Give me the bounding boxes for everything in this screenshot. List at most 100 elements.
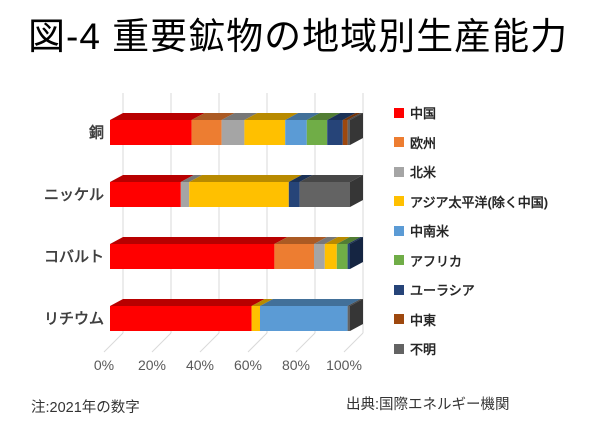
axis-tick-label: 80% (282, 357, 310, 373)
legend-swatch-icon (394, 284, 404, 295)
gridline-floor (151, 332, 172, 353)
chart-title: 図-4 重要鉱物の地域別生産能力 (28, 16, 569, 57)
gridline-floor (295, 332, 316, 353)
bar-segment-top (299, 175, 363, 182)
bar-segment-top (314, 237, 338, 244)
legend-item: 不明 (394, 334, 548, 364)
legend-label: アジア太平洋(除く中国) (410, 194, 549, 210)
bar-segment-top (110, 113, 205, 120)
bar-segment (342, 120, 348, 145)
legend-label: 不明 (410, 342, 437, 358)
axis-tick-label: 0% (94, 357, 114, 373)
axis-tick-label: 100% (326, 357, 362, 373)
legend-item: 中南米 (394, 216, 548, 246)
bar-end-side (350, 175, 363, 207)
legend-swatch-icon (394, 314, 404, 325)
bar-segment (347, 306, 350, 331)
bar-segment-top (260, 299, 361, 306)
gridline-floor (247, 332, 268, 353)
bar-segment-top (110, 175, 194, 182)
bar-segment-top (274, 237, 327, 244)
legend-item: 北米 (394, 157, 548, 187)
bar-segment-top (221, 113, 258, 120)
bar-segment (327, 120, 343, 145)
bar-segment-top (327, 113, 356, 120)
bar-segment-top (110, 237, 288, 244)
legend-swatch-icon (394, 225, 404, 236)
category-label: ニッケル (44, 187, 104, 204)
bar-segment (306, 120, 328, 145)
legend-label: 北米 (410, 165, 437, 181)
axis-tick-label: 40% (186, 357, 214, 373)
note-source: 出典:国際エネルギー機関 (346, 397, 510, 413)
gridline-floor (343, 332, 364, 353)
bar-segment (285, 120, 307, 145)
bar-segment-top (180, 175, 203, 182)
bar-segment (324, 244, 337, 269)
gridline-floor (199, 332, 220, 353)
bar-segment-top (244, 113, 299, 120)
legend-item: 中国 (394, 98, 548, 128)
bar-segment (260, 306, 348, 331)
bar-segment (189, 182, 289, 207)
bar-segment-top (347, 299, 363, 306)
axis-tick-label: 20% (138, 357, 166, 373)
legend-item: アジア太平洋(除く中国) (394, 187, 548, 217)
legend-swatch-icon (394, 255, 404, 266)
legend-swatch-icon (394, 196, 404, 207)
bar-segment (110, 182, 181, 207)
legend-label: 中国 (410, 106, 437, 122)
bar-segment (244, 120, 286, 145)
bar-end-side (350, 299, 363, 331)
bar-segment-top (342, 113, 361, 120)
bar-segment (347, 244, 350, 269)
bar-segment-top (189, 175, 302, 182)
bar-segment (221, 120, 245, 145)
bar-segment-top (336, 237, 361, 244)
legend-swatch-icon (394, 137, 404, 148)
bar-segment-top (191, 113, 235, 120)
bar-end-side (350, 237, 363, 269)
legend-item: ユーラシア (394, 275, 548, 305)
legend-label: 中南米 (410, 224, 450, 240)
bar-segment-top (306, 113, 341, 120)
gridline-floor (103, 332, 124, 353)
bar-segment-top (285, 113, 320, 120)
legend-label: ユーラシア (410, 283, 475, 299)
bar-segment (110, 120, 192, 145)
bar-segment (314, 244, 325, 269)
bar-segment-top (324, 237, 350, 244)
axis-tick-label: 60% (234, 357, 262, 373)
legend-swatch-icon (394, 166, 404, 177)
legend-label: アフリカ (410, 253, 463, 269)
bar-segment (274, 244, 314, 269)
bar-segment (110, 306, 252, 331)
bar-segment (336, 244, 348, 269)
legend-item: 欧州 (394, 128, 548, 158)
legend-item: アフリカ (394, 246, 548, 276)
bar-segment (299, 182, 350, 207)
bar-segment (191, 120, 222, 145)
category-label: 銅 (89, 124, 104, 142)
category-label: コバルト (44, 249, 104, 266)
bar-segment (110, 244, 275, 269)
bar-segment (251, 306, 260, 331)
bar-segment-top (347, 237, 363, 244)
legend-item: 中東 (394, 305, 548, 335)
bar-end-side (350, 113, 363, 145)
bar-segment (288, 182, 300, 207)
legend-swatch-icon (394, 107, 404, 118)
bar-segment-top (347, 113, 363, 120)
bar-segment-top (251, 299, 273, 306)
chart-legend: 中国欧州北米アジア太平洋(除く中国) 中南米アフリカユーラシア中東不明 (394, 98, 548, 364)
legend-label: 中東 (410, 312, 437, 328)
bar-segment (180, 182, 190, 207)
legend-label: 欧州 (410, 135, 437, 151)
bar-segment-top (288, 175, 313, 182)
note-year: 注:2021年の数字 (31, 400, 140, 416)
bar-segment-top (110, 299, 265, 306)
legend-swatch-icon (394, 343, 404, 354)
category-label: リチウム (44, 311, 104, 328)
bar-segment (347, 120, 350, 145)
